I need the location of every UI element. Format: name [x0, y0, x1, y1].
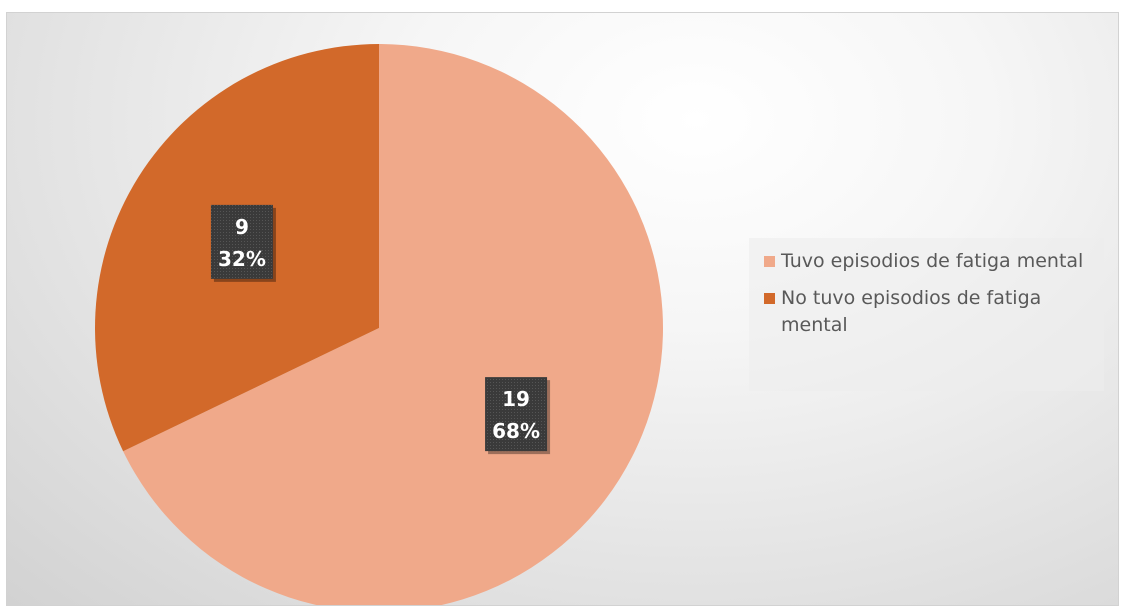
- data-label-value: 9: [235, 215, 249, 239]
- legend-item: No tuvo episodios de fatiga mental: [764, 285, 1098, 339]
- chart-legend: Tuvo episodios de fatiga mental No tuvo …: [749, 238, 1104, 391]
- legend-label: Tuvo episodios de fatiga mental: [781, 250, 1084, 272]
- legend-swatch: [764, 293, 775, 304]
- pie-slice: [123, 44, 663, 605]
- legend-label: No tuvo episodios de fatiga mental: [781, 287, 1042, 336]
- data-label-box: [485, 377, 548, 452]
- data-label-box: [210, 204, 273, 279]
- data-label-percent: 68%: [492, 419, 540, 443]
- legend-swatch: [764, 256, 775, 267]
- data-label-value: 19: [502, 387, 530, 411]
- data-label-percent: 32%: [218, 247, 266, 271]
- legend-item: Tuvo episodios de fatiga mental: [764, 248, 1098, 275]
- data-label: 932%: [210, 204, 276, 282]
- chart-area: 19 68% 9 32% Tuvo episodios de fatiga menta…: [6, 12, 1119, 606]
